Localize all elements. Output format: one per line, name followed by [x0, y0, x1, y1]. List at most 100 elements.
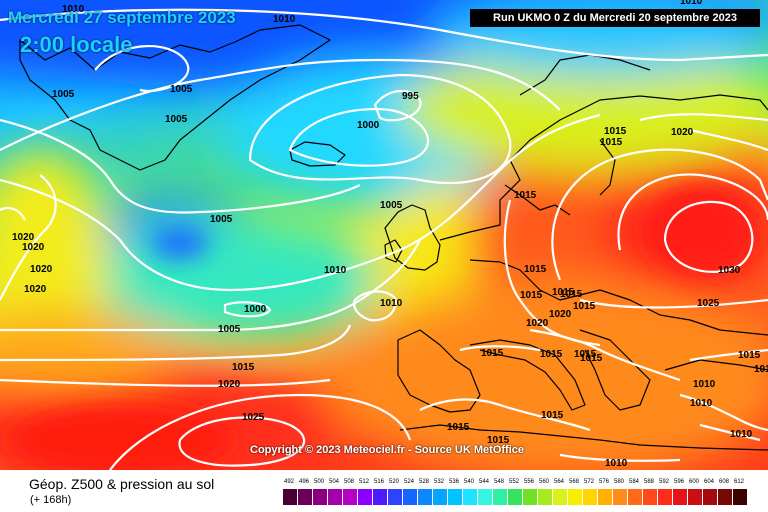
- pressure-label: 1015: [573, 301, 596, 312]
- copyright-notice: Copyright © 2023 Meteociel.fr - Source U…: [250, 444, 524, 456]
- scale-swatch: [628, 489, 643, 505]
- product-label: Géop. Z500 & pression au sol: [29, 476, 215, 492]
- scale-tick-label: 604: [703, 479, 714, 485]
- scale-swatch: [478, 489, 493, 505]
- scale-tick-label: 536: [448, 479, 459, 485]
- pressure-label: 1015: [520, 290, 543, 301]
- forecast-range-label: (+ 168h): [30, 494, 72, 506]
- pressure-label: 1020: [12, 232, 35, 243]
- scale-swatch: [448, 489, 463, 505]
- scale-swatch: [283, 489, 298, 505]
- pressure-label: 1020: [549, 309, 572, 320]
- scale-tick-label: 512: [358, 479, 369, 485]
- pressure-label: 1015: [552, 287, 575, 298]
- pressure-label: 1025: [242, 412, 265, 423]
- scale-tick-label: 500: [313, 479, 324, 485]
- scale-swatch: [313, 489, 328, 505]
- scale-tick-label: 572: [583, 479, 594, 485]
- scale-swatch: [433, 489, 448, 505]
- pressure-label: 1000: [357, 120, 380, 131]
- pressure-label: 1010: [605, 458, 628, 469]
- scale-tick-label: 592: [658, 479, 669, 485]
- pressure-label: 1030: [718, 265, 741, 276]
- scale-tick-label: 528: [418, 479, 429, 485]
- pressure-label: 1015: [574, 349, 597, 360]
- pressure-label: 1015: [514, 190, 537, 201]
- pressure-label: 1015: [487, 435, 510, 446]
- scale-swatch: [508, 489, 523, 505]
- pressure-label: 1015: [541, 410, 564, 421]
- pressure-label: 1005: [52, 89, 75, 100]
- scale-tick-label: 508: [343, 479, 354, 485]
- pressure-label: 1005: [165, 114, 188, 125]
- scale-swatch: [493, 489, 508, 505]
- pressure-label: 1015: [232, 362, 255, 373]
- scale-tick-label: 544: [478, 479, 489, 485]
- pressure-label: 1015: [738, 350, 761, 361]
- scale-tick-label: 504: [328, 479, 339, 485]
- forecast-date: Mercredi 27 septembre 2023: [8, 8, 236, 27]
- pressure-label: 1020: [671, 127, 694, 138]
- pressure-label: 1000: [244, 304, 267, 315]
- scale-swatch: [418, 489, 433, 505]
- pressure-label: 1010: [693, 379, 716, 390]
- scale-tick-label: 576: [598, 479, 609, 485]
- scale-swatch: [358, 489, 373, 505]
- scale-swatch: [328, 489, 343, 505]
- scale-swatch: [733, 489, 748, 505]
- scale-tick-label: 564: [553, 479, 564, 485]
- scale-swatch: [553, 489, 568, 505]
- scale-swatch: [643, 489, 658, 505]
- pressure-label: 1015: [540, 349, 563, 360]
- scale-tick-label: 596: [673, 479, 684, 485]
- model-run-label: Run UKMO 0 Z du Mercredi 20 septembre 20…: [470, 9, 760, 27]
- pressure-label: 1005: [218, 324, 241, 335]
- scale-swatch: [373, 489, 388, 505]
- scale-swatch: [403, 489, 418, 505]
- isobars: [0, 8, 768, 470]
- pressure-label: 1015: [481, 348, 504, 359]
- pressure-label: 1015: [560, 289, 583, 300]
- pressure-label: 1010: [730, 429, 753, 440]
- scale-swatch: [538, 489, 553, 505]
- scale-tick-label: 556: [523, 479, 534, 485]
- scale-tick-label: 608: [718, 479, 729, 485]
- scale-swatch: [673, 489, 688, 505]
- scale-tick-label: 516: [373, 479, 384, 485]
- pressure-label: 1010: [690, 398, 713, 409]
- pressure-label: 1015: [524, 264, 547, 275]
- pressure-label: 1015: [604, 126, 627, 137]
- coastlines: [19, 24, 768, 451]
- pressure-label: 1015: [447, 422, 470, 433]
- scale-tick-label: 552: [508, 479, 519, 485]
- pressure-label: 1010: [380, 298, 403, 309]
- scale-tick-label: 580: [613, 479, 624, 485]
- scale-swatch: [583, 489, 598, 505]
- scale-swatch: [658, 489, 673, 505]
- scale-tick-label: 540: [463, 479, 474, 485]
- scale-swatch: [298, 489, 313, 505]
- scale-swatch: [688, 489, 703, 505]
- scale-tick-label: 524: [403, 479, 414, 485]
- scale-swatch: [463, 489, 478, 505]
- pressure-label: 1005: [210, 214, 233, 225]
- scale-tick-label: 568: [568, 479, 579, 485]
- pressure-label: 1010: [680, 0, 703, 7]
- scale-tick-label: 600: [688, 479, 699, 485]
- pressure-label: 1015: [580, 353, 603, 364]
- scale-swatch: [613, 489, 628, 505]
- scale-tick-label: 584: [628, 479, 639, 485]
- pressure-label: 1020: [526, 318, 549, 329]
- scale-swatch: [523, 489, 538, 505]
- pressure-label: 1010: [273, 14, 296, 25]
- pressure-label: 1020: [24, 284, 47, 295]
- scale-swatch: [703, 489, 718, 505]
- scale-swatch: [718, 489, 733, 505]
- scale-tick-label: 560: [538, 479, 549, 485]
- scale-tick-label: 588: [643, 479, 654, 485]
- pressure-label: 1015: [754, 364, 768, 375]
- pressure-label: 1020: [218, 379, 241, 390]
- pressure-label: 1005: [380, 200, 403, 211]
- forecast-time: 2:00 locale: [20, 32, 133, 57]
